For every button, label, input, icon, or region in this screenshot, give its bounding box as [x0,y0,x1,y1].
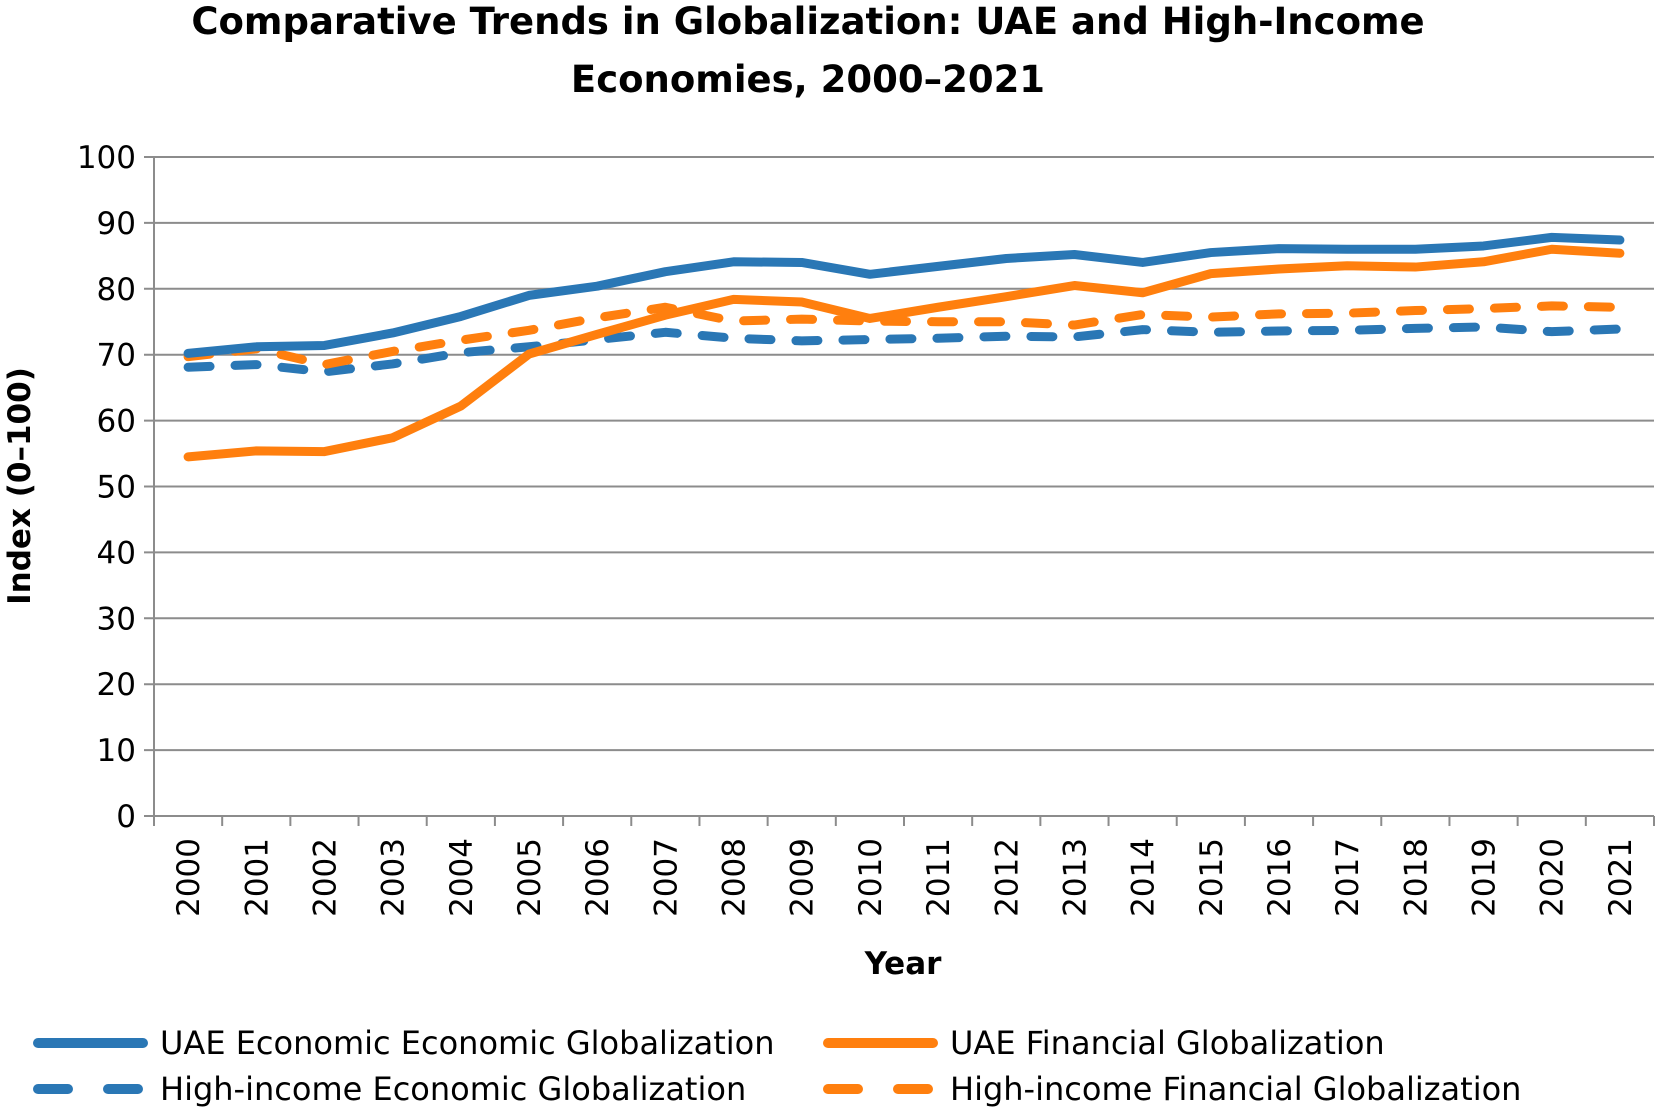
x-tick-label: 2003 [376,838,412,917]
series-line-3 [183,301,1625,370]
y-tick-label: 50 [97,470,136,506]
x-tick-label: 2012 [989,838,1025,917]
y-axis-ticks: 0 10 20 30 40 50 60 70 80 90 100 [77,140,136,835]
y-tick-label: 80 [97,272,136,308]
x-tick-label: 2020 [1535,838,1571,917]
x-tick-label: 2008 [717,838,753,917]
x-tick-label: 2014 [1126,838,1162,917]
x-tick-label: 2001 [239,838,275,917]
y-tick-label: 20 [97,667,136,703]
y-tick-label: 70 [97,338,136,374]
legend: UAE Economic Economic Globalization UAE F… [33,1024,1521,1108]
y-tick-label: 0 [116,799,136,835]
x-tick-label: 2013 [1057,838,1093,917]
series-lines [183,232,1625,462]
x-tick-label: 2000 [171,838,207,917]
x-tick-label: 2006 [580,838,616,917]
x-axis-label: Year [864,946,943,982]
x-axis-ticks: 2000 2001 2002 2003 2004 2005 2006 2007 2008 2009… [171,838,1639,917]
y-tick-label: 10 [97,733,136,769]
y-tick-label: 60 [97,404,136,440]
x-tick-label: 2011 [921,838,957,917]
series-line-2 [183,322,1625,377]
y-tick-label: 40 [97,535,136,571]
y-tick-label: 100 [77,140,136,176]
x-tick-label: 2018 [1398,838,1434,917]
legend-label-0: UAE Economic Economic Globalization [160,1024,775,1062]
x-tick-label: 2021 [1603,838,1639,917]
y-tick-label: 30 [97,601,136,637]
x-tick-label: 2004 [444,838,480,917]
x-tick-label: 2007 [648,838,684,917]
legend-label-1: UAE Financial Globalization [950,1024,1385,1062]
legend-label-2: High-income Economic Globalization [160,1070,746,1108]
x-tick-label: 2002 [307,838,343,917]
x-tick-label: 2015 [1194,838,1230,917]
x-tick-label: 2010 [853,838,889,917]
chart-title-line-1: Comparative Trends in Globalization: UAE… [191,0,1424,43]
x-tick-label: 2017 [1330,838,1366,917]
chart-title-line-2: Economies, 2000–2021 [571,58,1045,101]
x-tick-label: 2016 [1262,838,1298,917]
y-axis-label: Index (0–100) [2,367,38,605]
series-line-1 [183,244,1625,462]
legend-label-3: High-income Financial Globalization [950,1070,1521,1108]
y-tick-label: 90 [97,206,136,242]
x-tick-label: 2009 [785,838,821,917]
x-tick-label: 2005 [512,838,548,917]
x-tick-label: 2019 [1467,838,1503,917]
series-line-0 [183,232,1625,358]
gridlines [144,156,1655,826]
